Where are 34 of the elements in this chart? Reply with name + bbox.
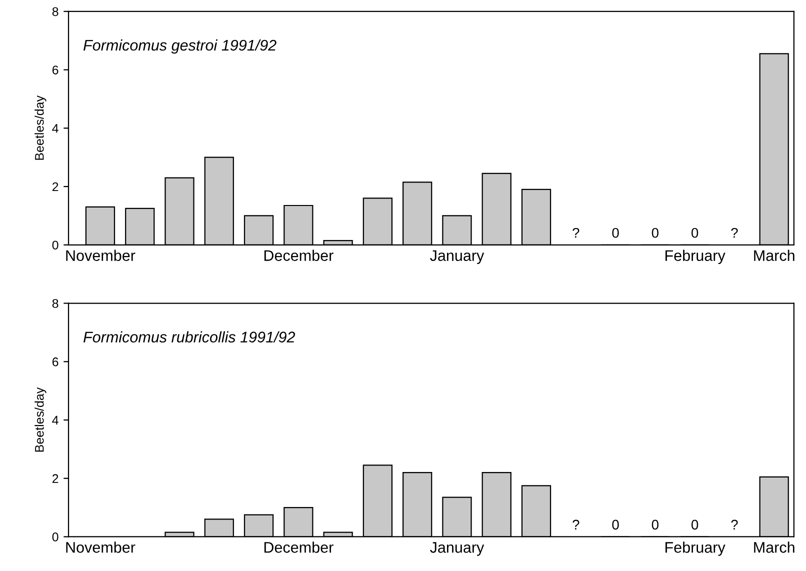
x-tick-label: December <box>264 542 334 553</box>
y-axis-title: Beetles/day <box>34 387 46 452</box>
y-tick-label: 6 <box>52 66 58 74</box>
x-tick-label: February <box>666 250 726 264</box>
x-tick-label: November <box>66 250 136 261</box>
text: ? <box>731 228 738 238</box>
x-tick-label: March <box>754 250 794 261</box>
data-label: 0 <box>691 520 698 530</box>
text: Formicomus gestroi 1991/92 <box>83 39 276 54</box>
text: ? <box>572 228 580 238</box>
y-tick-label: 0 <box>52 532 58 542</box>
y-tick-label: 8 <box>52 299 58 308</box>
text: ? <box>731 520 738 530</box>
y-tick-label: 4 <box>52 416 58 425</box>
y-tick-label: 8 <box>52 7 58 16</box>
x-tick-label: January <box>430 542 484 556</box>
x-tick-label: February <box>666 542 726 556</box>
data-label: 0 <box>652 228 658 238</box>
data-label: 0 <box>612 520 619 530</box>
y-tick-label: 2 <box>52 182 58 192</box>
data-label: 0 <box>612 228 619 238</box>
x-tick-label: November <box>66 542 136 553</box>
data-label: 0 <box>691 228 698 238</box>
data-label: 0 <box>652 520 658 530</box>
text: ? <box>572 520 580 530</box>
y-tick-label: 4 <box>52 124 58 133</box>
x-tick-label: January <box>430 250 484 264</box>
x-tick-label: December <box>264 250 334 261</box>
y-tick-label: 6 <box>52 357 58 366</box>
y-axis-title: Beetles/day <box>34 96 46 160</box>
x-tick-label: March <box>754 542 794 553</box>
text: Formicomus rubricollis 1991/92 <box>83 331 296 343</box>
y-tick-label: 2 <box>52 474 58 483</box>
y-tick-label: 0 <box>52 240 58 250</box>
